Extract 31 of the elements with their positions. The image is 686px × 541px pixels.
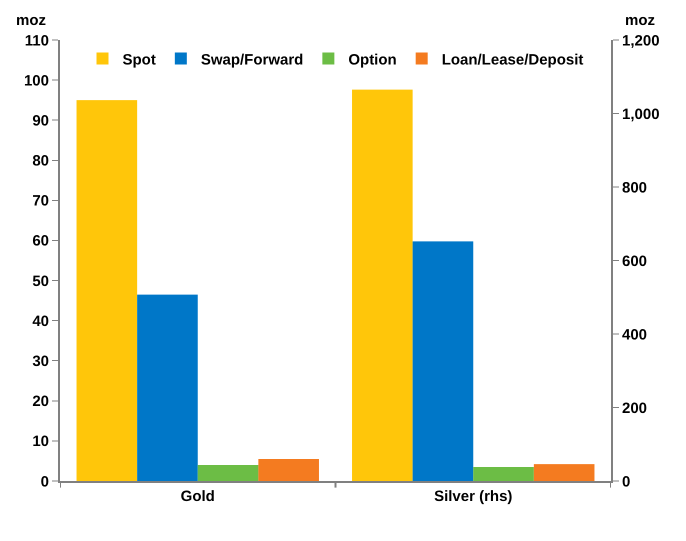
y2-tick-label: 200 bbox=[622, 400, 648, 417]
legend-label: Spot bbox=[122, 51, 156, 68]
legend-label: Loan/Lease/Deposit bbox=[442, 51, 584, 68]
y-tick-label: 10 bbox=[32, 433, 49, 450]
y2-tick-label: 1,200 bbox=[622, 32, 660, 50]
legend-label: Option bbox=[348, 51, 397, 68]
bar bbox=[76, 100, 138, 481]
y2-tick-label: 1,000 bbox=[622, 106, 660, 123]
y-tick-label: 50 bbox=[32, 272, 49, 290]
y2-tick-label: 0 bbox=[622, 473, 630, 490]
bar bbox=[258, 458, 319, 481]
y-tick-label: 70 bbox=[32, 192, 49, 210]
y-tick-label: 20 bbox=[32, 393, 49, 410]
bar bbox=[137, 294, 198, 481]
x-tick-label: Gold bbox=[180, 488, 215, 505]
y-tick-label: 80 bbox=[32, 152, 49, 170]
y-tick-label: 30 bbox=[32, 352, 49, 370]
y2-tick-label: 800 bbox=[622, 179, 648, 196]
y-tick-label: 40 bbox=[32, 312, 49, 330]
y2-axis-title: moz bbox=[625, 12, 655, 29]
y2-tick-label: 400 bbox=[622, 326, 648, 344]
y-axis-title: moz bbox=[16, 12, 46, 29]
bar bbox=[198, 464, 258, 481]
y2-tick-label: 600 bbox=[622, 252, 648, 270]
x-tick-label: Silver (rhs) bbox=[434, 488, 512, 505]
y-tick-label: 110 bbox=[24, 32, 49, 50]
y-tick-label: 60 bbox=[32, 232, 49, 250]
legend-label: Swap/Forward bbox=[200, 51, 304, 68]
y-tick-label: 100 bbox=[24, 72, 49, 90]
y-tick-label: 90 bbox=[32, 112, 49, 130]
y-tick-label: 0 bbox=[40, 473, 49, 490]
